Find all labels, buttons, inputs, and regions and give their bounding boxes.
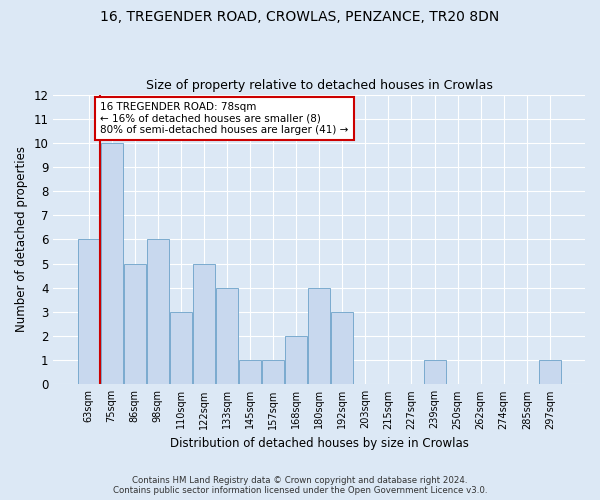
Bar (539, 360, 561, 384)
Bar (262, 360, 284, 384)
Bar (285, 336, 307, 384)
Text: Contains HM Land Registry data © Crown copyright and database right 2024.
Contai: Contains HM Land Registry data © Crown c… (113, 476, 487, 495)
Text: 16, TREGENDER ROAD, CROWLAS, PENZANCE, TR20 8DN: 16, TREGENDER ROAD, CROWLAS, PENZANCE, T… (100, 10, 500, 24)
Bar (308, 288, 330, 384)
Bar (193, 264, 215, 384)
Text: 16 TREGENDER ROAD: 78sqm
← 16% of detached houses are smaller (8)
80% of semi-de: 16 TREGENDER ROAD: 78sqm ← 16% of detach… (100, 102, 349, 135)
Bar (170, 312, 192, 384)
Bar (124, 264, 146, 384)
Bar (424, 360, 446, 384)
Y-axis label: Number of detached properties: Number of detached properties (15, 146, 28, 332)
X-axis label: Distribution of detached houses by size in Crowlas: Distribution of detached houses by size … (170, 437, 469, 450)
Bar (239, 360, 261, 384)
Bar (331, 312, 353, 384)
Title: Size of property relative to detached houses in Crowlas: Size of property relative to detached ho… (146, 79, 493, 92)
Bar (147, 240, 169, 384)
Bar (101, 143, 122, 384)
Bar (216, 288, 238, 384)
Bar (77, 240, 100, 384)
